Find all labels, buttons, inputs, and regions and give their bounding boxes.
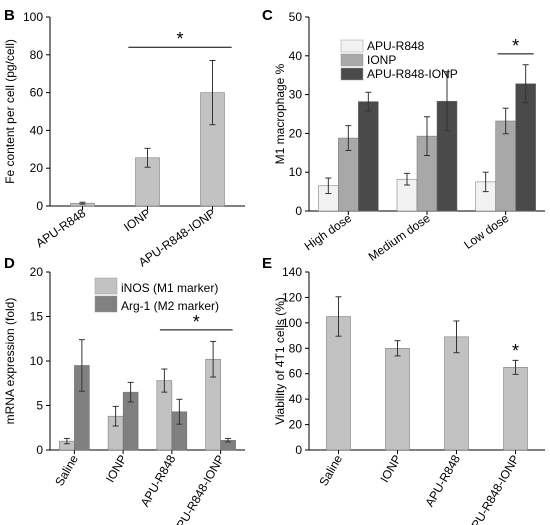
panel-label-d: D	[4, 255, 15, 272]
x-tick-label: Saline	[316, 452, 345, 488]
y-tick-label: 10	[289, 165, 303, 179]
legend-swatch	[340, 67, 364, 81]
legend-label: IONP	[367, 53, 396, 67]
x-tick-label: High dose	[302, 211, 355, 254]
y-tick-label: 50	[289, 10, 303, 24]
y-tick-label: 20	[30, 265, 44, 279]
x-tick-label: APU-R848-IONP	[170, 453, 227, 525]
legend-swatch	[94, 277, 118, 295]
y-tick-label: 40	[289, 49, 303, 63]
x-tick-label: Low dose	[461, 211, 511, 252]
legend-label: Arg-1 (M2 marker)	[121, 299, 219, 313]
y-tick-label: 20	[30, 161, 44, 175]
x-tick-label: IONP	[121, 206, 153, 234]
bar	[503, 367, 528, 451]
y-tick-label: 30	[289, 88, 303, 102]
x-tick-label: APU-R848	[138, 452, 179, 509]
y-tick-label: 80	[30, 48, 44, 62]
y-axis-label: Fe content per cell (pg/cell)	[3, 39, 17, 184]
y-tick-label: 20	[289, 126, 303, 140]
legend-label: APU-R848	[367, 39, 425, 53]
legend-label: APU-R848-IONP	[367, 67, 458, 81]
y-tick-label: 10	[30, 354, 44, 368]
y-tick-label: 20	[289, 418, 303, 432]
panel-label-c: C	[262, 7, 273, 24]
x-tick-label: IONP	[377, 453, 404, 485]
y-tick-label: 60	[30, 86, 44, 100]
x-tick-label: Saline	[52, 452, 81, 488]
legend-label: iNOS (M1 marker)	[121, 281, 218, 295]
significance-star: *	[512, 341, 519, 361]
y-tick-label: 140	[282, 265, 302, 279]
legend-swatch	[340, 39, 364, 53]
panel-c: 0 10 20 30 40 50 M1 macrophage % High dose Mediu…	[273, 10, 545, 264]
significance-star: *	[512, 36, 519, 56]
significance-star: *	[176, 29, 183, 49]
y-tick-label: 0	[295, 204, 302, 218]
y-axis-label: mRNA expression (fold)	[3, 298, 17, 425]
x-tick-label: APU-R848-IONP	[465, 453, 522, 525]
y-tick-label: 0	[36, 443, 43, 457]
y-tick-label: 100	[23, 10, 43, 24]
y-axis-label: M1 macrophage %	[273, 63, 287, 164]
panel-label-b: B	[4, 7, 15, 24]
legend: iNOS (M1 marker) Arg-1 (M2 marker)	[94, 277, 219, 313]
bar	[326, 316, 351, 451]
x-tick-label: Medium dose	[366, 211, 433, 264]
bar	[444, 336, 469, 451]
bar	[495, 120, 516, 212]
y-tick-label: 100	[282, 316, 302, 330]
y-tick-label: 0	[36, 199, 43, 213]
bar	[358, 101, 379, 212]
legend-swatch	[94, 295, 118, 313]
significance-star: *	[193, 312, 200, 332]
y-axis-label: Viability of 4T1 cells (%)	[273, 297, 287, 425]
panel-b: 0 20 40 60 80 100 Fe content per cell (pg/cell…	[3, 10, 245, 269]
y-tick-label: 60	[289, 367, 303, 381]
panel-e: 0 20 40 60 80 100 120 140 Viability of 4T1 cells…	[273, 265, 545, 525]
x-tick-label: APU-R848	[422, 452, 463, 509]
y-tick-label: 80	[289, 341, 303, 355]
y-tick-label: 15	[30, 310, 44, 324]
panel-d: 0 5 10 15 20 mRNA expression (fold) Saline IONP…	[3, 265, 245, 525]
bar	[385, 348, 410, 451]
x-tick-label: IONP	[103, 453, 130, 485]
panel-label-e: E	[262, 255, 272, 272]
legend-swatch	[340, 53, 364, 67]
y-tick-label: 120	[282, 290, 302, 304]
y-tick-label: 5	[36, 399, 43, 413]
y-tick-label: 40	[30, 123, 44, 137]
y-tick-label: 0	[295, 443, 302, 457]
y-tick-label: 40	[289, 392, 303, 406]
